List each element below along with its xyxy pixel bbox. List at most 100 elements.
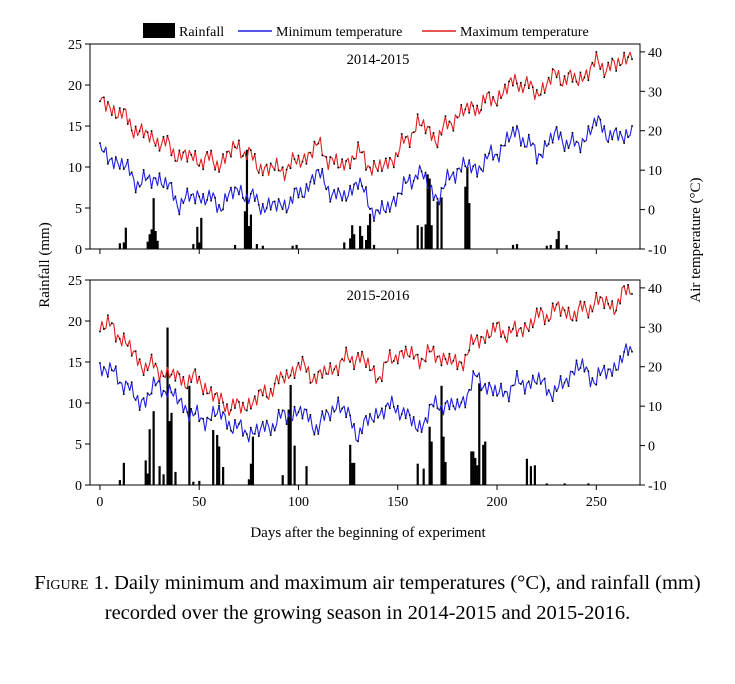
temperature-marker <box>619 302 621 305</box>
temperature-marker <box>392 166 395 169</box>
rainfall-bar <box>515 244 519 249</box>
rainfall-bar <box>372 244 376 249</box>
temperature-marker <box>150 392 153 395</box>
temperature-marker <box>575 359 578 362</box>
temperature-marker <box>138 409 141 411</box>
temperature-marker <box>329 362 332 364</box>
temperature-marker <box>257 172 260 174</box>
rainfall-bar <box>154 230 157 249</box>
temperature-marker <box>623 142 625 144</box>
temperature-marker <box>186 387 189 390</box>
rainfall-bar <box>587 483 590 485</box>
temperature-marker <box>126 383 129 385</box>
temperature-marker <box>273 382 276 385</box>
temperature-marker <box>230 186 232 189</box>
temperature-marker <box>571 319 574 322</box>
x-axis-title: Days after the beginning of experiment <box>250 525 486 541</box>
rainfall-bar <box>196 226 199 249</box>
temperature-marker <box>535 89 538 91</box>
temperature-marker <box>349 184 351 187</box>
temperature-marker <box>524 322 526 324</box>
temperature-marker <box>325 409 328 411</box>
temperature-marker <box>631 350 633 353</box>
temperature-marker <box>623 351 625 353</box>
temperature-marker <box>575 80 578 83</box>
max-temperature-line <box>99 284 633 417</box>
temperature-marker <box>528 133 530 136</box>
rainfall-bar <box>148 429 151 485</box>
temperature-marker <box>265 395 268 398</box>
temperature-marker <box>182 376 185 378</box>
figure-caption: Figure 1. Daily minimum and maximum air … <box>20 568 715 628</box>
temperature-marker <box>134 191 137 194</box>
temperature-marker <box>115 156 117 158</box>
temperature-marker <box>579 367 582 369</box>
temperature-marker <box>567 306 570 309</box>
temperature-marker <box>226 403 228 405</box>
temperature-marker <box>210 419 212 422</box>
temperature-marker <box>571 132 574 134</box>
temperature-marker <box>214 415 216 417</box>
temperature-marker <box>567 72 570 75</box>
temperature-marker <box>313 140 316 143</box>
temperature-marker <box>404 136 407 138</box>
rainfall-bar <box>122 462 125 485</box>
temperature-marker <box>246 159 248 162</box>
rainfall-bar <box>293 445 296 485</box>
temperature-marker <box>607 303 610 305</box>
temperature-marker <box>591 61 594 64</box>
temperature-marker <box>396 155 399 158</box>
temperature-marker <box>265 163 268 166</box>
temperature-marker <box>273 429 276 432</box>
legend-entry-rainfall: Rainfall <box>143 23 224 40</box>
temperature-marker <box>603 76 606 78</box>
right-tick-label: 30 <box>648 321 662 336</box>
temperature-marker <box>242 155 244 157</box>
temperature-marker <box>178 399 181 402</box>
temperature-marker <box>198 420 201 423</box>
temperature-marker <box>389 210 391 213</box>
temperature-marker <box>178 149 181 152</box>
temperature-marker <box>504 336 506 339</box>
temperature-marker <box>512 84 514 87</box>
temperature-marker <box>329 200 332 203</box>
temperature-marker <box>150 187 153 189</box>
temperature-marker <box>559 315 562 317</box>
temperature-marker <box>99 142 101 144</box>
rainfall-bar <box>218 446 221 485</box>
temperature-marker <box>563 75 566 77</box>
temperature-marker <box>373 220 375 222</box>
temperature-marker <box>543 140 546 142</box>
rainfall-bars <box>118 327 590 485</box>
temperature-marker <box>389 349 391 351</box>
temperature-marker <box>103 328 105 330</box>
rainfall-bar <box>118 480 121 485</box>
temperature-marker <box>210 199 212 202</box>
temperature-marker <box>150 353 153 356</box>
temperature-marker <box>611 57 613 60</box>
rainfall-bar <box>430 225 433 249</box>
temperature-marker <box>416 177 419 180</box>
rainfall-bar <box>555 239 558 249</box>
temperature-marker <box>321 154 324 157</box>
temperature-marker <box>444 402 447 405</box>
rainfall-bar <box>474 457 477 485</box>
rainfall-bar <box>533 465 536 485</box>
temperature-marker <box>369 166 371 169</box>
temperature-marker <box>289 374 292 377</box>
temperature-marker <box>122 168 125 170</box>
rainfall-bar <box>249 214 253 249</box>
temperature-marker <box>218 404 220 407</box>
rainfall-bar <box>146 241 149 249</box>
rainfall-bar <box>216 434 219 485</box>
temperature-marker <box>631 293 633 295</box>
temperature-marker <box>520 327 522 329</box>
rainfall-bar <box>426 174 429 249</box>
temperature-marker <box>154 177 157 180</box>
temperature-marker <box>428 126 431 128</box>
temperature-marker <box>381 170 383 172</box>
rainfall-bar <box>484 441 487 485</box>
temperature-marker <box>206 151 208 153</box>
temperature-marker <box>480 109 482 111</box>
temperature-marker <box>492 96 494 98</box>
